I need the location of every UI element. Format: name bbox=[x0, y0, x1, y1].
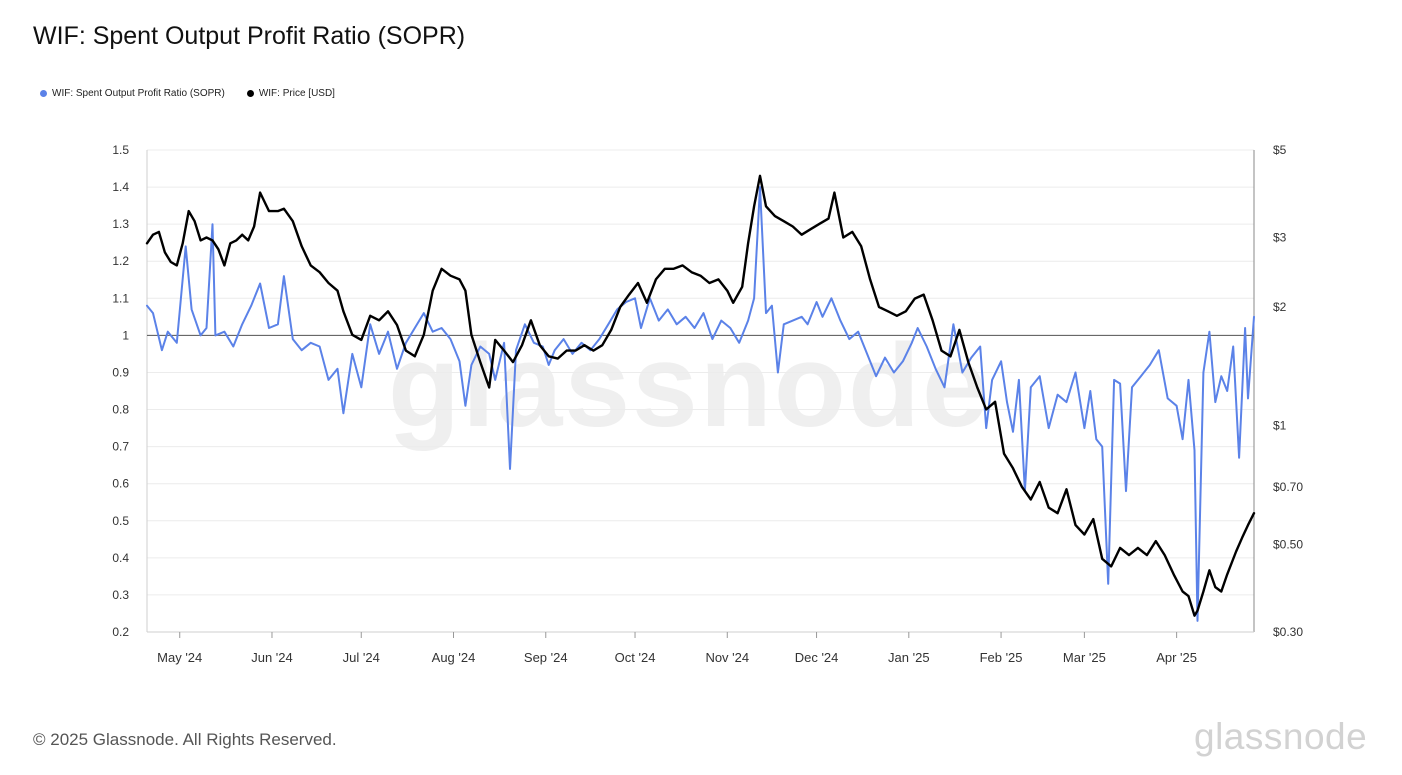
left-axis-tick-label: 0.3 bbox=[112, 588, 129, 602]
left-axis-tick-label: 0.8 bbox=[112, 403, 129, 417]
left-axis-tick-label: 1.4 bbox=[112, 180, 129, 194]
x-axis-tick-label: Aug '24 bbox=[432, 650, 476, 665]
left-axis-tick-label: 1 bbox=[122, 328, 129, 342]
price-series-line bbox=[145, 174, 1256, 617]
x-axis-tick-label: Jun '24 bbox=[251, 650, 293, 665]
left-axis-tick-label: 0.5 bbox=[112, 514, 129, 528]
legend-item-sopr[interactable]: WIF: Spent Output Profit Ratio (SOPR) bbox=[40, 88, 225, 99]
left-axis-tick-label: 1.3 bbox=[112, 217, 129, 231]
right-axis-tick-label: $1 bbox=[1273, 419, 1287, 433]
x-axis-tick-label: Oct '24 bbox=[615, 650, 656, 665]
left-axis-tick-label: 0.7 bbox=[112, 440, 129, 454]
brand-logo: glassnode bbox=[1194, 716, 1368, 757]
left-axis-tick-label: 0.4 bbox=[112, 551, 129, 565]
right-axis-tick-label: $3 bbox=[1273, 231, 1287, 245]
x-axis-tick-label: Apr '25 bbox=[1156, 650, 1197, 665]
x-axis-tick-label: Jul '24 bbox=[343, 650, 380, 665]
legend-dot-sopr-icon bbox=[40, 90, 47, 97]
x-axis-tick-label: May '24 bbox=[157, 650, 202, 665]
sopr-series-line bbox=[146, 186, 1255, 622]
right-axis-tick-label: $0.70 bbox=[1273, 480, 1303, 494]
right-axis-tick-label: $2 bbox=[1273, 300, 1287, 314]
left-axis-tick-label: 0.2 bbox=[112, 625, 129, 639]
right-axis-tick-label: $0.30 bbox=[1273, 625, 1303, 639]
legend-label-sopr: WIF: Spent Output Profit Ratio (SOPR) bbox=[52, 88, 225, 99]
right-axis-tick-label: $0.50 bbox=[1273, 537, 1303, 551]
chart-canvas: 0.2 0.3 0.4 0.5 0.6 0.7 0.8 0.9 1 1.1 1.2 1.3 1.4 1.5… bbox=[112, 143, 1303, 665]
chart-title: WIF: Spent Output Profit Ratio (SOPR) bbox=[33, 22, 466, 50]
x-axis-tick-label: Nov '24 bbox=[705, 650, 749, 665]
legend-dot-price-icon bbox=[246, 90, 254, 97]
legend-label-price: WIF: Price [USD] bbox=[258, 88, 335, 99]
left-axis-tick-label: 0.6 bbox=[112, 477, 129, 491]
x-axis-tick-label: Dec '24 bbox=[795, 650, 839, 665]
x-axis-tick-label: Jan '25 bbox=[888, 650, 930, 665]
right-axis-tick-label: $5 bbox=[1273, 143, 1287, 157]
x-axis-tick-label: Mar '25 bbox=[1063, 650, 1106, 665]
copyright-footer: © 2025 Glassnode. All Rights Reserved. bbox=[33, 730, 337, 749]
left-axis-tick-label: 0.9 bbox=[112, 365, 129, 379]
x-axis-tick-label: Sep '24 bbox=[524, 650, 568, 665]
chart-legend: WIF: Spent Output Profit Ratio (SOPR) WI… bbox=[40, 88, 335, 99]
left-axis-tick-label: 1.2 bbox=[112, 254, 129, 268]
legend-item-price[interactable]: WIF: Price [USD] bbox=[246, 88, 335, 99]
left-axis-tick-label: 1.1 bbox=[112, 291, 129, 305]
x-axis-tick-label: Feb '25 bbox=[980, 650, 1023, 665]
left-axis-tick-label: 1.5 bbox=[112, 143, 129, 157]
